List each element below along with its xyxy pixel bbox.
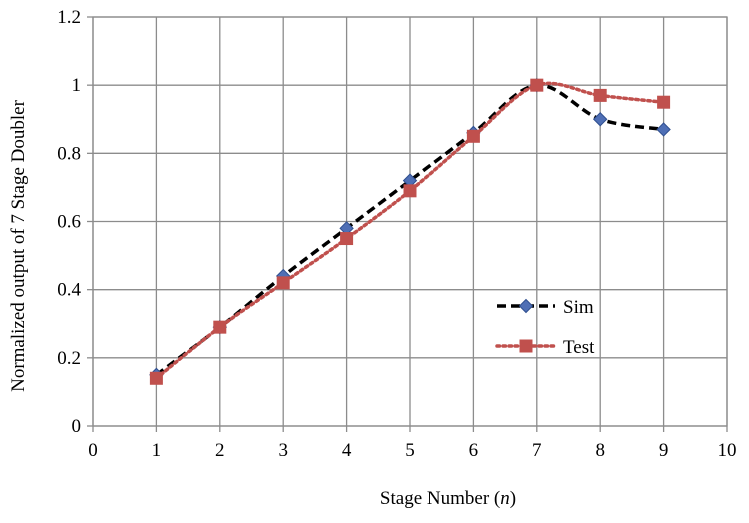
data-point-test (403, 184, 417, 198)
data-point-test (149, 371, 163, 385)
x-tick-label: 2 (215, 440, 225, 461)
legend-swatch-marker (518, 298, 534, 314)
y-tick-label: 0.6 (57, 212, 81, 233)
x-tick-label: 6 (469, 440, 479, 461)
series-group (149, 77, 671, 385)
axes: 0 1 2 3 4 5 6 7 8 9 10 0 0.2 0.4 0.6 0.8 1 1.2 (57, 7, 736, 461)
y-tick-label: 0.2 (57, 348, 81, 369)
legend-entry-test: Test (495, 337, 595, 358)
x-axis-title: Stage Number (n) (380, 488, 516, 509)
plot-border (92, 16, 728, 427)
y-tick-label: 0.4 (57, 280, 81, 301)
legend-entry-sim: Sim (497, 297, 594, 318)
data-point-test (593, 88, 607, 102)
x-tick-label: 9 (659, 440, 669, 461)
legend-label: Sim (563, 297, 594, 318)
y-tick-label: 1 (72, 75, 82, 96)
x-axis-title-close: ) (510, 488, 516, 509)
legend: Sim Test (495, 297, 595, 358)
y-tick-label: 0.8 (57, 143, 81, 164)
data-point-test (213, 320, 227, 334)
data-point-test (340, 232, 354, 246)
y-axis-title: Normalized output of 7 Stage Doubler (8, 99, 29, 391)
data-point-sim (592, 112, 608, 127)
grid (92, 16, 728, 427)
y-tick-label: 1.2 (57, 7, 81, 28)
legend-swatch-marker (519, 339, 533, 353)
x-tick-label: 8 (595, 440, 605, 461)
data-point-test (466, 129, 480, 143)
x-tick-label: 0 (88, 440, 98, 461)
x-tick-label: 10 (718, 440, 737, 461)
x-axis-title-variable: n (500, 488, 510, 509)
x-tick-label: 1 (152, 440, 162, 461)
data-point-sim (656, 122, 671, 137)
x-axis-title-text: Stage Number ( (380, 488, 500, 509)
data-point-test (530, 78, 544, 92)
data-point-test (276, 276, 290, 290)
x-tick-label: 5 (405, 440, 415, 461)
x-tick-label: 3 (278, 440, 288, 461)
x-tick-label: 7 (532, 440, 542, 461)
data-point-test (657, 95, 671, 109)
y-tick-label: 0 (72, 416, 82, 437)
legend-label: Test (563, 337, 595, 358)
x-tick-label: 4 (342, 440, 352, 461)
series-test (149, 78, 671, 385)
